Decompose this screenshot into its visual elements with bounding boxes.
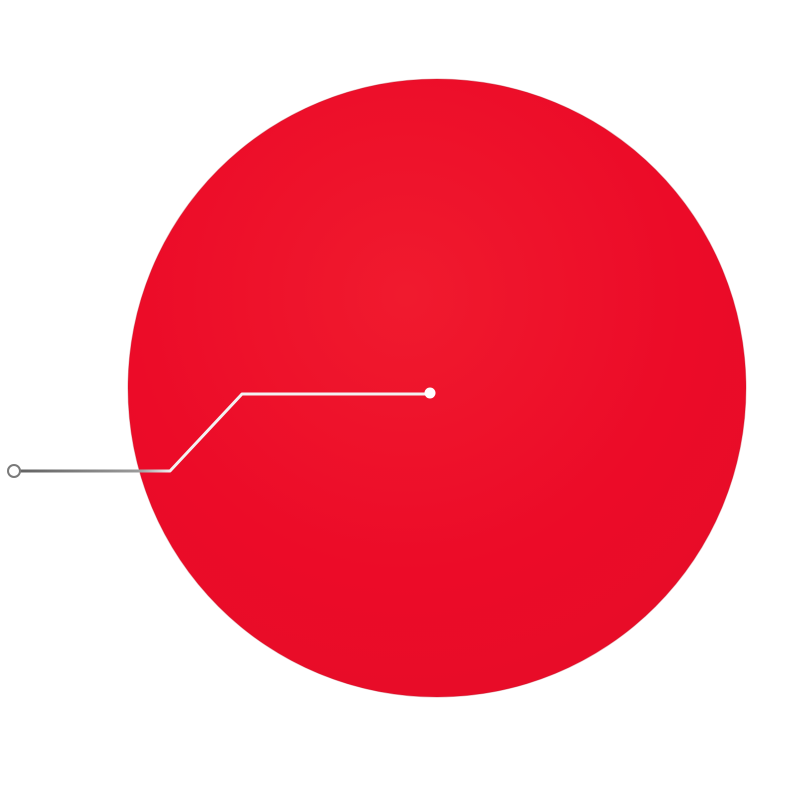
leader-line [12, 392, 432, 473]
endpoint-ring-icon [7, 464, 21, 478]
red-disc [127, 78, 747, 698]
anchor-dot-icon [424, 387, 436, 399]
